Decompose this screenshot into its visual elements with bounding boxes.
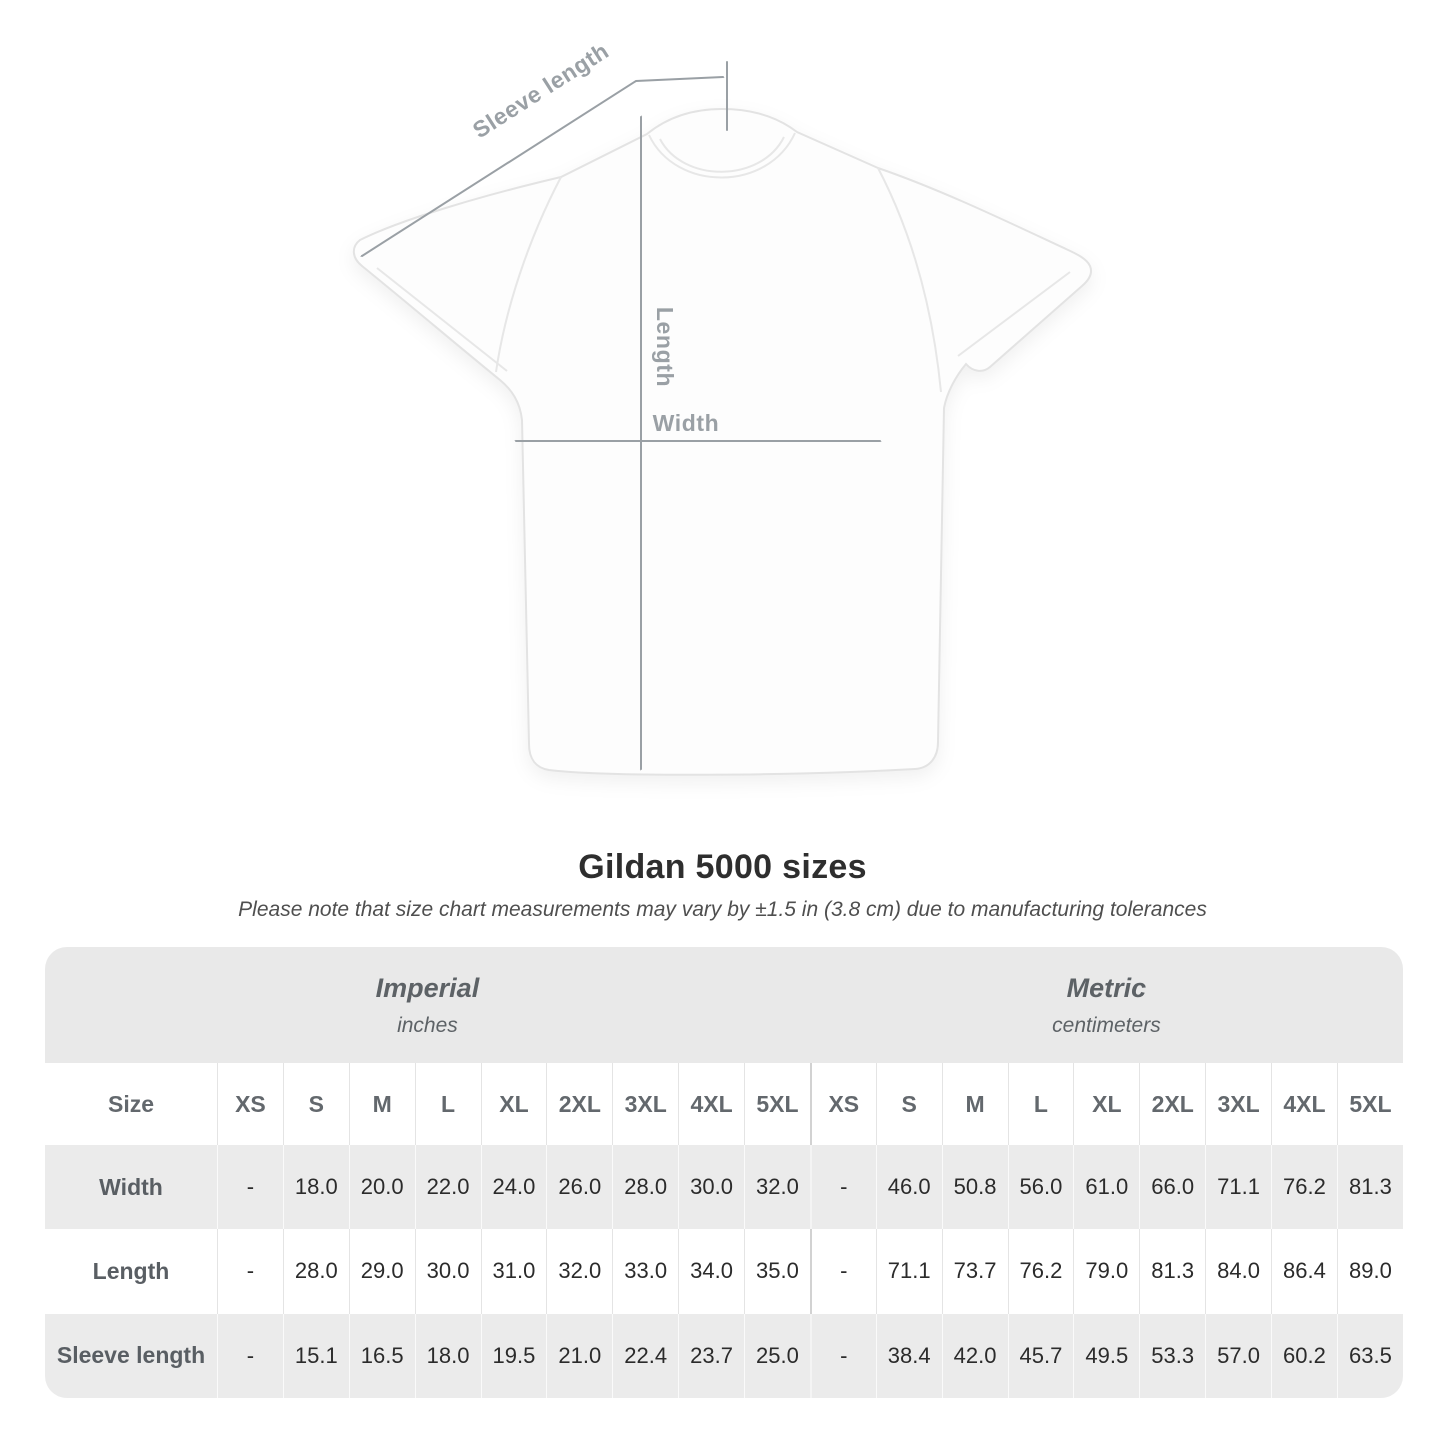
value-cell: 56.0 (1007, 1145, 1074, 1230)
sleeve-length-label: Sleeve length (468, 37, 613, 143)
value-cell: 25.0 (744, 1313, 810, 1398)
value-cell: 60.2 (1271, 1313, 1337, 1398)
value-cell: 76.2 (1007, 1229, 1074, 1314)
value-cell: 31.0 (480, 1229, 547, 1314)
value-cell: 71.1 (1205, 1145, 1271, 1230)
size-column-header: 5XL (1336, 1063, 1403, 1145)
value-cell: 28.0 (612, 1145, 679, 1230)
value-cell: 57.0 (1205, 1313, 1271, 1398)
value-cell: 66.0 (1139, 1145, 1206, 1230)
value-cell: 28.0 (282, 1229, 349, 1314)
size-column-header: L (1007, 1063, 1074, 1145)
measurement-row-label: Sleeve length (45, 1313, 217, 1398)
value-cell: 21.0 (546, 1313, 613, 1398)
length-label: Length (652, 307, 678, 387)
size-column-header: XS (217, 1063, 283, 1145)
value-cell: 32.0 (744, 1145, 810, 1230)
value-cell: 46.0 (875, 1145, 942, 1230)
value-cell: - (217, 1145, 283, 1230)
value-cell: - (217, 1229, 283, 1314)
value-cell: 29.0 (348, 1229, 415, 1314)
value-cell: 73.7 (941, 1229, 1008, 1314)
size-column-header: XL (1073, 1063, 1140, 1145)
imperial-unit-header: Imperial inches (45, 947, 810, 1063)
size-column-header: M (348, 1063, 415, 1145)
value-cell: 32.0 (546, 1229, 613, 1314)
metric-unit-header: Metric centimeters (809, 947, 1403, 1063)
page-subtitle: Please note that size chart measurements… (238, 898, 1207, 921)
value-cell: 81.3 (1139, 1229, 1206, 1314)
size-column-header: 3XL (1205, 1063, 1271, 1145)
value-cell: 33.0 (612, 1229, 679, 1314)
size-column-header: 4XL (1271, 1063, 1337, 1145)
value-cell: 16.5 (348, 1313, 415, 1398)
value-cell: 34.0 (678, 1229, 744, 1314)
size-column-header: XS (809, 1063, 876, 1145)
size-column-header: L (414, 1063, 481, 1145)
size-column-header: S (282, 1063, 349, 1145)
value-cell: 35.0 (744, 1229, 810, 1314)
value-cell: 20.0 (348, 1145, 415, 1230)
imperial-unit-name: Imperial (375, 972, 480, 1003)
measurement-row: Width -18.0 20.0 22.0 24.0 26.0 28.0 30.0 32.0-4… (45, 1145, 1403, 1230)
value-cell: 19.5 (480, 1313, 547, 1398)
width-label: Width (653, 410, 720, 436)
value-cell: 63.5 (1336, 1313, 1403, 1398)
tshirt-measurement-diagram: Sleeve length Length Width (352, 37, 1092, 776)
size-chart: Imperial inches Metric centimeters Size … (45, 947, 1403, 1398)
value-cell: 49.5 (1073, 1313, 1140, 1398)
measurement-row: Sleeve length -15.1 16.5 18.0 19.5 21.0 22.4 23… (45, 1313, 1403, 1398)
value-cell: - (809, 1313, 876, 1398)
size-column-header: XL (480, 1063, 547, 1145)
value-cell: - (809, 1145, 876, 1230)
size-column-header: 2XL (1139, 1063, 1206, 1145)
measurement-row: Length -28.0 29.0 30.0 31.0 32.0 33.0 34.0 35.0-… (45, 1229, 1403, 1314)
size-column-header: S (875, 1063, 942, 1145)
measurement-row-label: Length (45, 1229, 217, 1314)
value-cell: 86.4 (1271, 1229, 1337, 1314)
value-cell: 50.8 (941, 1145, 1008, 1230)
value-cell: 23.7 (678, 1313, 744, 1398)
value-cell: 30.0 (414, 1229, 481, 1314)
size-chart-table: Imperial inches Metric centimeters Size … (45, 947, 1403, 1398)
value-cell: 71.1 (875, 1229, 942, 1314)
imperial-unit-sublabel: inches (397, 1013, 458, 1037)
value-cell: - (809, 1229, 876, 1314)
size-column-header: 4XL (678, 1063, 744, 1145)
value-cell: 42.0 (941, 1313, 1008, 1398)
size-chart-body: Width -18.0 20.0 22.0 24.0 26.0 28.0 30.0 32.0-4… (45, 1145, 1403, 1398)
value-cell: 84.0 (1205, 1229, 1271, 1314)
value-cell: 89.0 (1336, 1229, 1403, 1314)
value-cell: 30.0 (678, 1145, 744, 1230)
unit-header-row: Imperial inches Metric centimeters (45, 947, 1403, 1063)
size-column-header: 2XL (546, 1063, 613, 1145)
value-cell: 45.7 (1007, 1313, 1074, 1398)
size-corner-header: Size (45, 1063, 217, 1145)
size-column-header: 5XL (744, 1063, 810, 1145)
value-cell: - (217, 1313, 283, 1398)
value-cell: 26.0 (546, 1145, 613, 1230)
metric-unit-sublabel: centimeters (1052, 1013, 1161, 1037)
value-cell: 76.2 (1271, 1145, 1337, 1230)
page-title: Gildan 5000 sizes (578, 848, 867, 886)
size-column-header: M (941, 1063, 1008, 1145)
metric-unit-name: Metric (1066, 972, 1147, 1003)
value-cell: 18.0 (282, 1145, 349, 1230)
value-cell: 61.0 (1073, 1145, 1140, 1230)
size-column-header: 3XL (612, 1063, 679, 1145)
value-cell: 22.4 (612, 1313, 679, 1398)
value-cell: 15.1 (282, 1313, 349, 1398)
sleeve-length-arrow (362, 61, 728, 256)
size-header-row: Size XS S M L XL 2XL 3XL 4XL 5XL XS S M L XL 2XL 3XL 4XL… (45, 1063, 1403, 1145)
measurement-row-label: Width (45, 1145, 217, 1230)
value-cell: 22.0 (414, 1145, 481, 1230)
value-cell: 24.0 (480, 1145, 547, 1230)
value-cell: 81.3 (1336, 1145, 1403, 1230)
value-cell: 79.0 (1073, 1229, 1140, 1314)
value-cell: 38.4 (875, 1313, 942, 1398)
value-cell: 53.3 (1139, 1313, 1206, 1398)
value-cell: 18.0 (414, 1313, 481, 1398)
